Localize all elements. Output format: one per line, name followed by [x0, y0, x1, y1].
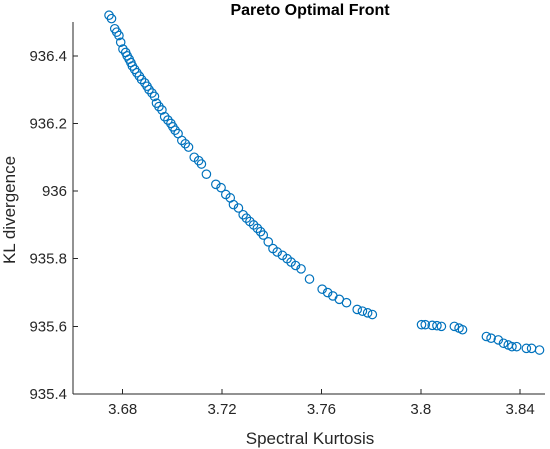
data-point [357, 306, 368, 316]
y-tick-label: 936.2 [29, 115, 67, 132]
data-point [436, 321, 447, 332]
data-point [322, 287, 333, 298]
data-point [420, 319, 431, 330]
data-point [290, 260, 301, 271]
data-point [252, 223, 263, 234]
data-point [272, 247, 283, 257]
x-axis-label: Spectral Kurtosis [246, 429, 375, 448]
data-point [481, 331, 492, 342]
data-point [233, 203, 244, 213]
data-point [304, 274, 315, 284]
ticks: 3.68 3.72 3.76 3.8 3.84 935.4 935.6 935.8 936 936… [29, 48, 534, 418]
y-tick-label: 936.4 [29, 48, 67, 65]
axes [72, 22, 545, 395]
data-point [498, 338, 509, 349]
data-point [201, 169, 212, 179]
y-tick-label: 935.6 [29, 318, 67, 335]
data-point [183, 142, 194, 152]
data-point [341, 297, 352, 308]
data-point [144, 84, 154, 95]
y-axis-label: KL divergence [0, 156, 19, 264]
data-point [115, 37, 126, 48]
data-point [427, 320, 438, 331]
data-point [258, 230, 269, 240]
data-point [362, 308, 373, 318]
x-tick-label: 3.68 [108, 401, 137, 418]
data-point [432, 320, 442, 331]
y-tick-label: 935.8 [29, 251, 67, 268]
data-point [154, 101, 164, 112]
data-point [193, 155, 204, 166]
data-point [216, 182, 226, 193]
data-point [118, 44, 128, 54]
data-point [163, 115, 173, 125]
data-point [241, 213, 252, 223]
data-point [449, 321, 460, 332]
chart-title: Pareto Optimal Front [230, 2, 390, 19]
x-tick-label: 3.8 [410, 401, 431, 418]
data-point [149, 91, 160, 102]
data-point [521, 343, 532, 354]
data-point [255, 226, 266, 237]
data-point [136, 74, 147, 85]
data-point [211, 179, 221, 190]
data-point [238, 209, 248, 220]
data-point [507, 341, 517, 352]
data-point [159, 111, 170, 122]
data-point [114, 30, 124, 41]
data-point [457, 324, 468, 335]
data-point [106, 13, 117, 24]
y-tick-label: 935.4 [29, 386, 67, 403]
x-tick-label: 3.84 [506, 401, 535, 418]
data-point [352, 304, 362, 315]
data-point [534, 345, 545, 355]
data-point [157, 105, 167, 115]
data-point [170, 125, 180, 136]
data-point [416, 319, 427, 330]
x-tick-label: 3.72 [207, 401, 236, 418]
data-point [367, 309, 378, 320]
data-point [493, 335, 504, 345]
x-tick-label: 3.76 [307, 401, 336, 418]
data-point [228, 199, 239, 210]
data-point [177, 135, 187, 146]
data-point [263, 237, 274, 247]
data-point [296, 264, 306, 274]
data-point [196, 159, 207, 169]
data-points [104, 10, 545, 355]
data-point [317, 284, 327, 294]
data-point [511, 341, 522, 352]
y-tick-label: 936 [42, 183, 67, 200]
data-point [180, 138, 191, 149]
data-point [486, 333, 496, 343]
data-point [526, 343, 537, 354]
